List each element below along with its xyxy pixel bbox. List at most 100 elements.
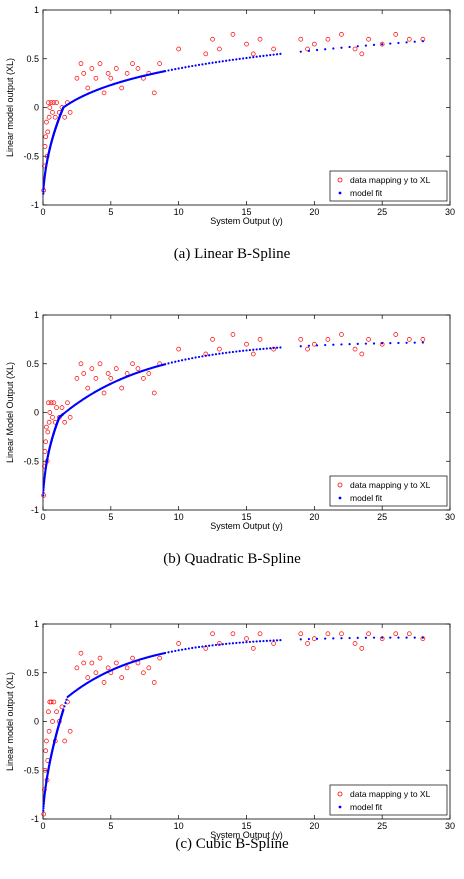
data-point <box>406 337 412 342</box>
data-point <box>135 366 141 371</box>
fit-point <box>42 486 45 489</box>
fit-point <box>389 636 392 639</box>
fit-point <box>194 356 197 359</box>
data-point <box>124 371 130 376</box>
x-axis-label: System Output (y) <box>210 521 283 531</box>
fit-point <box>214 353 218 356</box>
fit-point <box>255 348 258 351</box>
data-point <box>124 665 130 671</box>
fit-point <box>252 640 255 643</box>
data-point <box>89 366 95 371</box>
y-axis-label: Linear Model Output (XL) <box>5 362 15 463</box>
fit-point <box>62 708 65 711</box>
fit-point <box>225 642 228 645</box>
y-tick-label: 0 <box>34 103 39 113</box>
fit-point <box>272 639 275 642</box>
data-point <box>108 376 114 381</box>
y-tick-label: 0 <box>34 717 39 727</box>
data-point <box>119 385 125 391</box>
fit-point <box>42 488 45 492</box>
data-point <box>339 631 344 637</box>
x-tick-label: 5 <box>108 512 113 522</box>
fit-point <box>348 636 351 640</box>
fit-point <box>208 644 211 647</box>
fit-point <box>258 640 262 643</box>
data-point <box>406 36 412 42</box>
fit-point <box>397 41 400 45</box>
fit-point <box>170 650 173 653</box>
data-point <box>176 641 182 646</box>
fit-point <box>421 40 424 43</box>
data-point <box>157 61 163 66</box>
x-tick-label: 10 <box>174 207 184 217</box>
data-point <box>89 66 95 71</box>
fit-point <box>272 346 275 350</box>
data-point <box>130 361 135 367</box>
data-point <box>85 85 91 91</box>
fit-point <box>299 345 302 348</box>
fit-point <box>348 343 351 346</box>
fit-point <box>275 639 279 642</box>
fit-point <box>272 53 275 56</box>
data-point <box>352 641 358 646</box>
fit-point <box>397 341 400 345</box>
fit-point <box>187 65 190 68</box>
x-tick-label: 30 <box>445 207 455 217</box>
data-point <box>43 134 49 140</box>
data-point <box>44 119 49 125</box>
data-point <box>151 90 157 96</box>
fit-point <box>315 637 319 640</box>
fit-point <box>248 640 251 644</box>
data-point <box>46 114 52 120</box>
fit-point <box>389 342 392 345</box>
fit-point <box>381 43 384 46</box>
data-point <box>298 631 304 637</box>
fit-point <box>174 68 177 71</box>
data-point <box>78 361 84 367</box>
fit-point <box>167 69 170 72</box>
data-point <box>59 405 65 410</box>
fit-point <box>324 343 327 347</box>
data-point <box>311 41 317 47</box>
fit-point <box>372 636 376 639</box>
fit-point <box>42 186 45 189</box>
data-point <box>339 32 344 37</box>
data-point <box>42 144 48 149</box>
fit-point <box>201 645 204 648</box>
x-tick-label: 30 <box>445 512 455 522</box>
fit-point <box>265 347 268 350</box>
fit-point <box>348 45 351 49</box>
fit-point <box>262 639 265 643</box>
chart-panel-b: 0 5 10 15 20 25 30 -1 -0.5 0 0.5 1 System Output (y)… <box>0 305 464 598</box>
data-point <box>105 665 111 671</box>
fit-point <box>65 698 68 701</box>
fit-point <box>307 49 311 52</box>
fit-point <box>211 61 214 64</box>
fit-point <box>180 66 184 69</box>
data-point <box>46 400 51 406</box>
data-point <box>62 114 68 120</box>
x-tick-label: 10 <box>174 821 184 831</box>
data-point <box>46 728 52 734</box>
fit-point <box>269 639 272 642</box>
fit-point <box>340 637 343 640</box>
caption-a: (a) Linear B-Spline <box>173 246 291 262</box>
scatter-chart-b: 0 5 10 15 20 25 30 -1 -0.5 0 0.5 1 System Output (y)… <box>5 310 455 531</box>
fit-point <box>184 648 187 651</box>
fit-point <box>164 363 167 366</box>
data-point <box>67 110 73 115</box>
fit-point <box>167 651 170 654</box>
fit-point <box>180 359 184 362</box>
fit-point <box>315 344 319 347</box>
data-point <box>157 655 163 661</box>
fit-point <box>180 648 184 651</box>
data-point <box>311 636 317 641</box>
data-point <box>379 41 385 47</box>
data-point <box>359 51 365 57</box>
data-point <box>51 400 57 406</box>
data-point <box>298 36 304 42</box>
data-point <box>406 631 412 637</box>
fit-point <box>214 61 218 64</box>
data-point <box>50 415 55 420</box>
data-point <box>420 337 426 342</box>
